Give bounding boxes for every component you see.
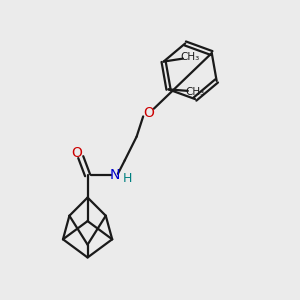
Text: O: O <box>72 146 83 160</box>
Text: O: O <box>143 106 154 120</box>
Text: N: N <box>109 168 119 182</box>
Text: CH₃: CH₃ <box>181 52 200 62</box>
Text: CH₃: CH₃ <box>186 87 205 98</box>
Text: H: H <box>123 172 132 185</box>
